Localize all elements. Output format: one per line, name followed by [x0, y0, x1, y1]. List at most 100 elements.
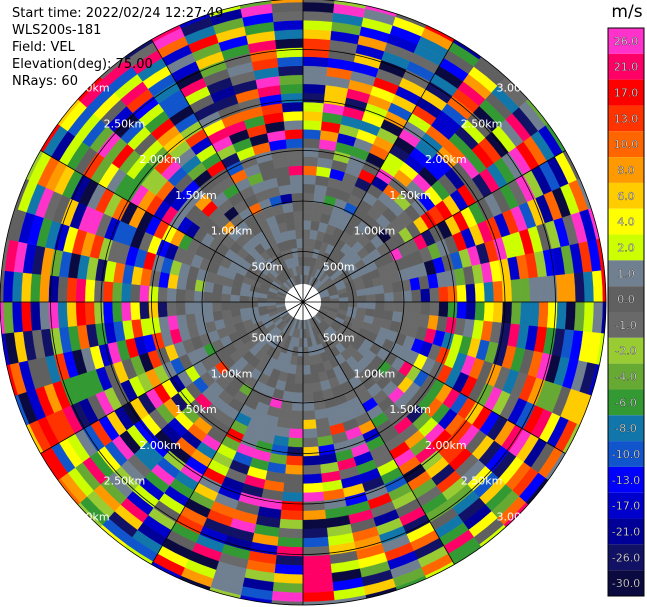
velocity-cell: [290, 183, 304, 194]
start-time: Start time: 2022/02/24 12:27:49: [12, 6, 224, 21]
velocity-cell: [420, 301, 431, 316]
velocity-cell: [279, 518, 304, 530]
ring-label: 1.00km: [354, 367, 396, 380]
colorbar-tick-label: 21.0: [614, 61, 639, 74]
velocity-cell: [474, 282, 486, 303]
velocity-cell: [438, 286, 449, 303]
velocity-cell: [492, 301, 504, 324]
velocity-cell: [302, 383, 313, 394]
velocity-cell: [294, 374, 304, 385]
velocity-cell: [456, 301, 467, 320]
velocity-cell: [202, 301, 213, 313]
velocity-cell: [285, 138, 304, 149]
velocity-cell: [2, 301, 14, 334]
ring-label: 1.50km: [389, 189, 431, 202]
colorbar-tick-label: 13.0: [614, 112, 639, 125]
velocity-cell: [302, 500, 326, 512]
colorbar-tick-label: 10.0: [614, 138, 639, 151]
velocity-cell: [583, 301, 595, 333]
velocity-cell: [274, 563, 304, 575]
colorbar-tick-label: -6.0: [615, 396, 636, 409]
ring-label: 3.00km: [68, 82, 110, 95]
velocity-cell: [393, 301, 404, 313]
colorbar-segment: [608, 234, 644, 261]
velocity-cell: [302, 174, 317, 185]
velocity-cell: [447, 285, 458, 303]
velocity-cell: [57, 301, 69, 328]
velocity-cell: [296, 238, 304, 248]
velocity-cell: [302, 74, 327, 86]
velocity-cell: [275, 38, 304, 50]
velocity-cell: [11, 271, 23, 303]
velocity-cell: [211, 301, 222, 312]
azimuth-spoke: [151, 301, 304, 565]
velocity-cell: [120, 282, 132, 303]
colorbar-segment: [608, 363, 644, 390]
colorbar-segment: [608, 415, 644, 442]
velocity-cell: [302, 29, 332, 41]
velocity-cell: [39, 274, 51, 303]
velocity-cell: [282, 110, 304, 122]
velocity-cell: [302, 446, 320, 457]
velocity-cell: [501, 279, 513, 303]
velocity-cell: [295, 365, 304, 375]
velocity-cell: [148, 301, 159, 319]
velocity-cell: [564, 301, 576, 331]
colorbar-tick-label: -30.0: [612, 577, 640, 590]
velocity-cell: [302, 110, 324, 122]
velocity-cell: [573, 272, 585, 303]
velocity-cell: [375, 293, 386, 303]
azimuth-spoke: [302, 150, 566, 303]
range-ring-labels: 500m 500m 500m 500m 1.00km 1.00km 1.00km 1.00km…: [68, 82, 538, 524]
azimuth-spoke: [302, 301, 455, 565]
velocity-cell: [519, 278, 531, 303]
ring-label: 1.50km: [389, 403, 431, 416]
azimuth-spokes: [0, 0, 606, 605]
velocity-cell: [474, 301, 486, 322]
velocity-cell: [302, 92, 326, 104]
velocity-cell: [274, 29, 304, 41]
ring-label: 2.50km: [104, 117, 146, 130]
velocity-cell: [555, 301, 567, 330]
velocity-cell: [302, 536, 329, 548]
azimuth-spoke: [302, 39, 455, 303]
velocity-cell: [272, 582, 304, 594]
velocity-cell: [166, 301, 177, 317]
ring-label: 2.00km: [425, 439, 467, 452]
velocity-cell: [295, 229, 304, 239]
velocity-cell: [302, 554, 331, 566]
velocity-cell: [373, 284, 385, 295]
velocity-cell: [289, 174, 304, 185]
colorbar-segment: [608, 182, 644, 209]
ring-label: 1.50km: [175, 189, 217, 202]
colorbar-tick-label: 26.0: [614, 35, 639, 48]
colorbar-segment: [608, 544, 644, 571]
velocity-cell: [302, 591, 335, 603]
velocity-cell: [302, 129, 322, 140]
velocity-cell: [287, 437, 304, 448]
nrays: NRays: 60: [12, 74, 78, 89]
velocity-cell: [302, 219, 312, 230]
velocity-cell: [302, 582, 334, 594]
velocity-cell: [277, 56, 304, 68]
colorbar-segment: [608, 105, 644, 132]
velocity-cell: [221, 309, 233, 320]
velocity-cell: [239, 301, 249, 309]
velocity-cell: [157, 301, 168, 318]
velocity-cell: [286, 446, 304, 457]
colorbar-tick-label: -4.0: [615, 371, 636, 384]
velocity-cell: [366, 294, 376, 303]
velocity-cell: [302, 229, 311, 239]
velocity-cell: [302, 1, 335, 13]
velocity-cell: [384, 301, 395, 312]
velocity-cell: [537, 276, 549, 303]
velocity-cell: [284, 464, 304, 475]
velocity-cell: [281, 101, 304, 113]
velocity-cell: [528, 277, 540, 303]
velocity-cell: [302, 101, 325, 113]
velocity-cell: [293, 210, 304, 221]
velocity-cell: [357, 295, 367, 303]
velocity-cells: [0, 0, 607, 606]
field-name: Field: VEL: [12, 40, 75, 55]
ring-label: 3.00km: [68, 510, 110, 523]
